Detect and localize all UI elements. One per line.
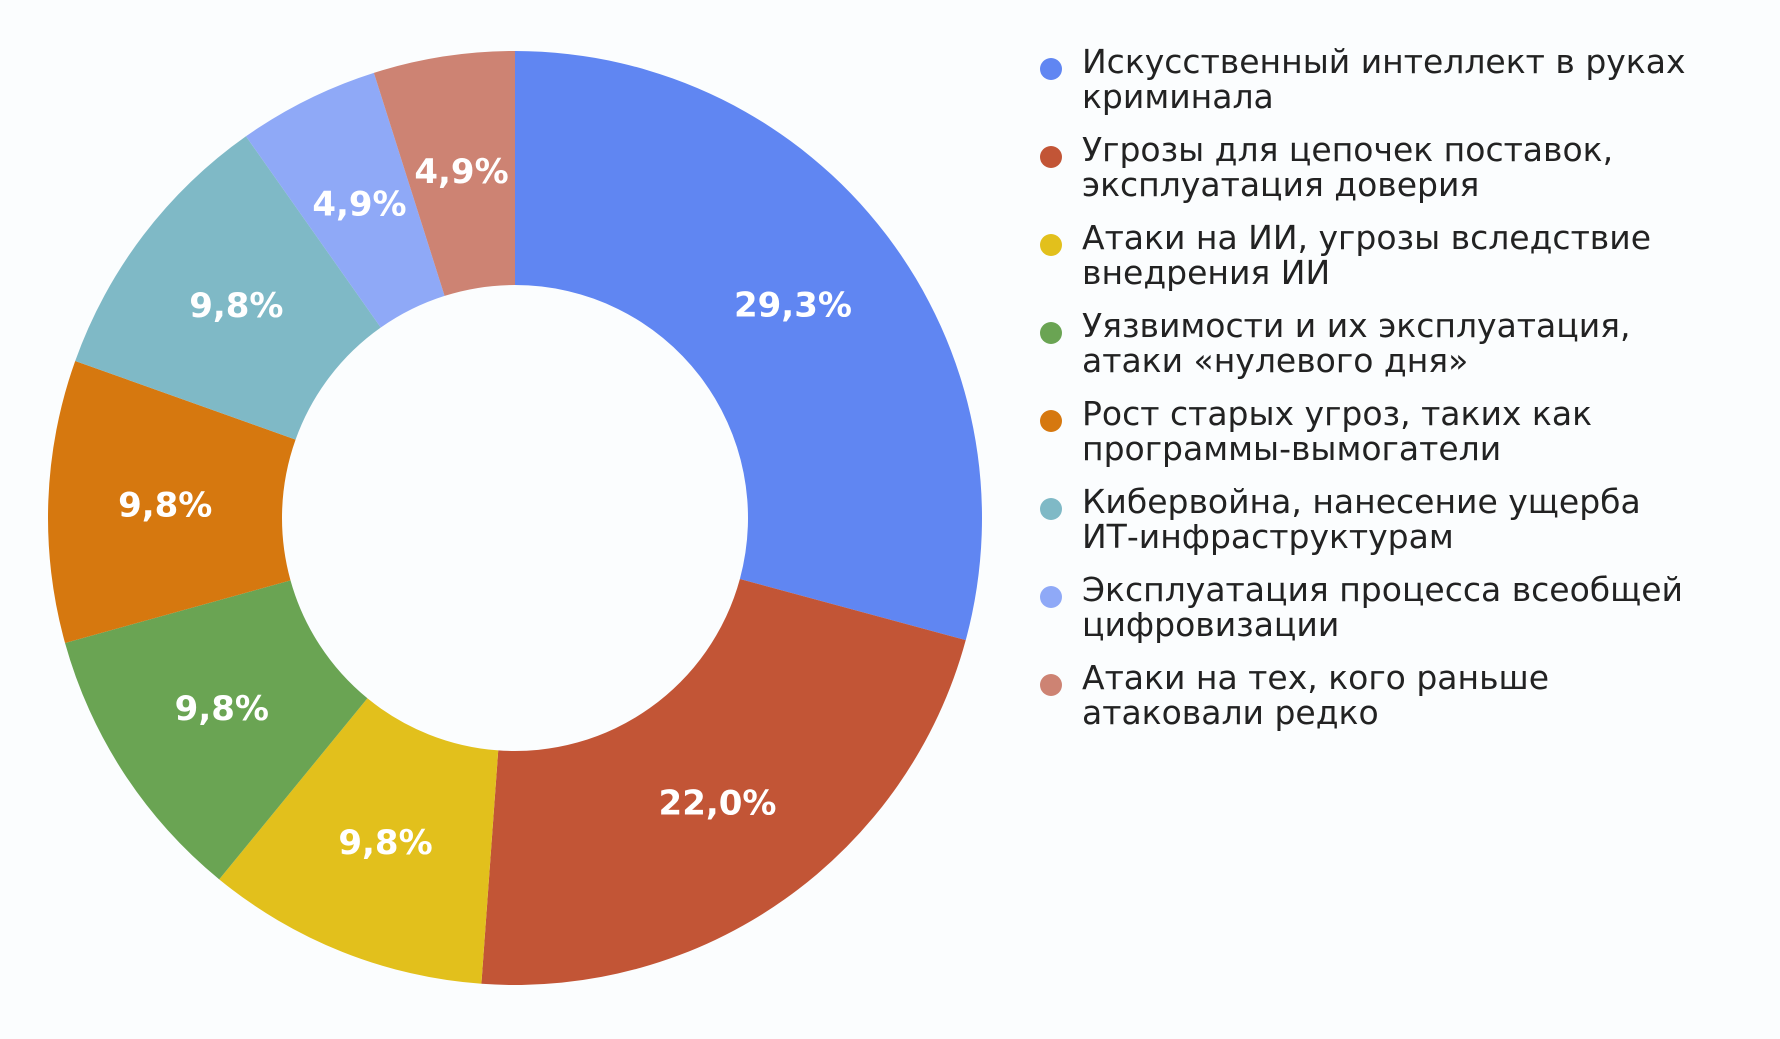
slice-value-label: 9,8% <box>189 286 283 326</box>
slice-value-label: 4,9% <box>312 184 406 224</box>
legend-item[interactable]: Атаки на тех, кого раньше атаковали редк… <box>1040 660 1760 748</box>
donut-slice[interactable] <box>48 360 296 643</box>
legend-label: Рост старых угроз, таких как программы-в… <box>1082 394 1593 468</box>
legend-item[interactable]: Эксплуатация процесса всеобщей цифровиза… <box>1040 572 1760 660</box>
legend-item[interactable]: Кибервойна, нанесение ущерба ИТ-инфрастр… <box>1040 484 1760 572</box>
legend-label: Угрозы для цепочек поставок, эксплуатаци… <box>1082 130 1614 204</box>
legend-item[interactable]: Уязвимости и их эксплуатация, атаки «нул… <box>1040 308 1760 396</box>
legend-swatch <box>1040 322 1062 344</box>
legend-swatch <box>1040 234 1062 256</box>
donut-slice[interactable] <box>245 72 445 328</box>
legend-label: Кибервойна, нанесение ущерба ИТ-инфрастр… <box>1082 482 1641 556</box>
slice-value-label: 29,3% <box>734 285 852 325</box>
legend: Искусственный интеллект в руках криминал… <box>1040 44 1760 748</box>
legend-label: Атаки на ИИ, угрозы вследствие внедрения… <box>1082 218 1651 292</box>
legend-swatch <box>1040 586 1062 608</box>
slice-value-label: 9,8% <box>175 689 269 729</box>
legend-label: Эксплуатация процесса всеобщей цифровиза… <box>1082 570 1683 644</box>
donut-slice[interactable] <box>219 698 499 984</box>
donut-slice[interactable] <box>65 580 368 880</box>
legend-swatch <box>1040 674 1062 696</box>
legend-label: Атаки на тех, кого раньше атаковали редк… <box>1082 658 1550 732</box>
donut-chart-svg: 29,3% 22,0% 9,8% 9,8% 9,8% 9,8% 4,9%4,9% <box>48 51 982 986</box>
legend-item[interactable]: Атаки на ИИ, угрозы вследствие внедрения… <box>1040 220 1760 308</box>
legend-swatch <box>1040 58 1062 80</box>
donut-slice[interactable] <box>373 51 515 296</box>
donut-slice[interactable] <box>481 578 966 986</box>
donut-slice[interactable] <box>75 136 381 440</box>
slice-value-label: 9,8% <box>118 485 212 525</box>
legend-swatch <box>1040 146 1062 168</box>
legend-label: Искусственный интеллект в руках криминал… <box>1082 42 1686 116</box>
donut-slice[interactable] <box>515 51 982 641</box>
legend-label: Уязвимости и их эксплуатация, атаки «нул… <box>1082 306 1631 380</box>
legend-swatch <box>1040 498 1062 520</box>
slice-value-label: 4,9% <box>414 152 508 192</box>
legend-item[interactable]: Угрозы для цепочек поставок, эксплуатаци… <box>1040 132 1760 220</box>
legend-item[interactable]: Рост старых угроз, таких как программы-в… <box>1040 396 1760 484</box>
slice-value-label: 22,0% <box>659 783 777 823</box>
slice-labels-group: 29,3% 22,0% 9,8% 9,8% 9,8% 9,8% 4,9%4,9% <box>118 152 852 863</box>
legend-item[interactable]: Искусственный интеллект в руках криминал… <box>1040 44 1760 132</box>
slices-group <box>48 51 982 986</box>
legend-swatch <box>1040 410 1062 432</box>
slice-value-label: 9,8% <box>338 823 432 863</box>
